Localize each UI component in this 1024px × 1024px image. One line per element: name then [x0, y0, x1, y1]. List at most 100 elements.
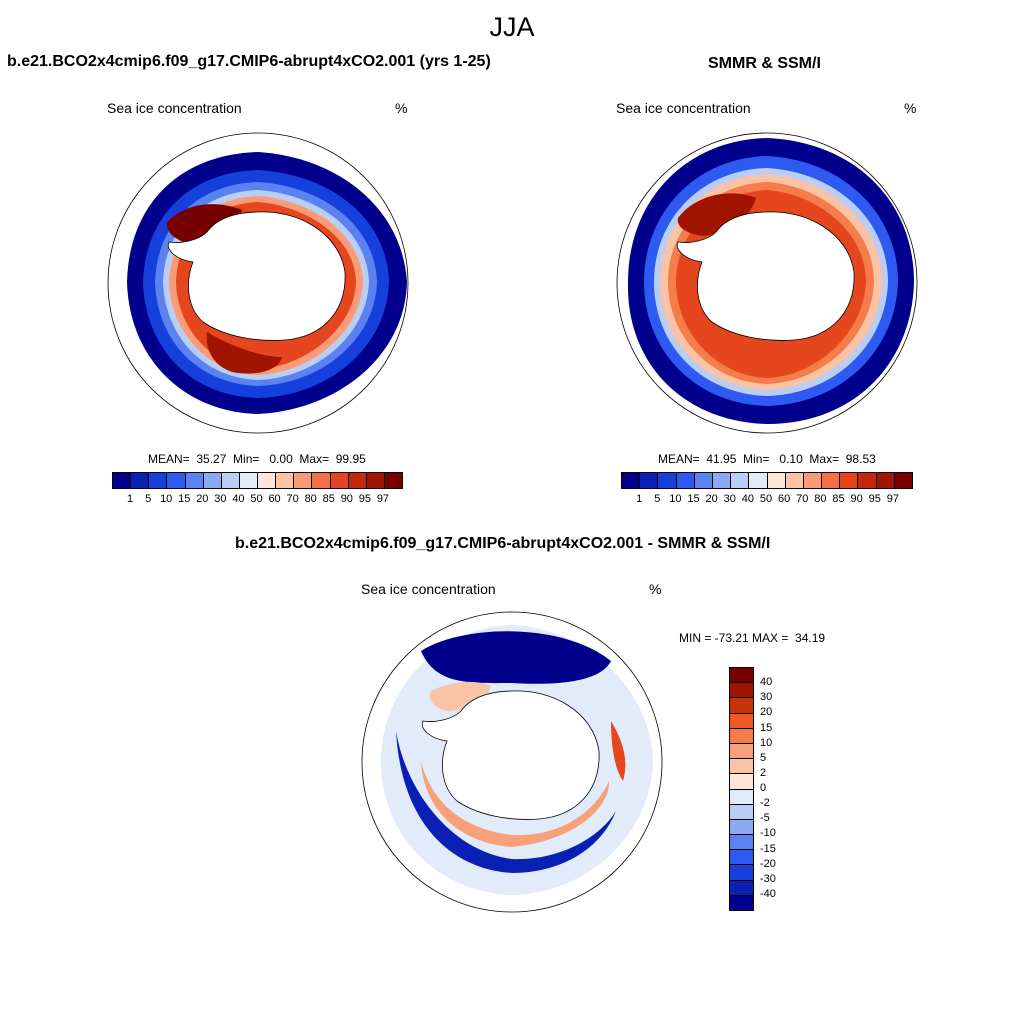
colorbar-tick-label: 70 [286, 493, 299, 505]
colorbar-swatch [730, 804, 753, 820]
colorbar-tick-label: 97 [886, 493, 899, 505]
colorbar-swatch [694, 473, 713, 488]
colorbar-tick-label: 10 [760, 736, 773, 749]
colorbar-swatch [276, 473, 295, 488]
colorbar-tick-label: 90 [340, 493, 353, 505]
stats-model: MEAN= 35.27 Min= 0.00 Max= 99.95 [148, 452, 366, 466]
colorbar-swatch [730, 895, 753, 910]
colorbar-tick-label: 30 [214, 493, 227, 505]
colorbar-swatch [894, 473, 912, 488]
colorbar-swatch [730, 789, 753, 805]
colorbar-tick-label: 80 [814, 493, 827, 505]
colorbar-tick-label: -2 [760, 797, 770, 810]
colorbar-tick-label: 5 [145, 493, 152, 505]
colorbar-swatch [876, 473, 895, 488]
colorbar-tick-label: 10 [669, 493, 682, 505]
units-label-diff: % [649, 581, 662, 597]
colorbar-swatch [113, 473, 132, 488]
colorbar-tick-label: 40 [760, 676, 773, 689]
colorbar-swatch [149, 473, 168, 488]
colorbar-swatch [730, 865, 753, 881]
colorbar-swatch [730, 759, 753, 775]
colorbar-swatch [294, 473, 313, 488]
panel-title-model: b.e21.BCO2x4cmip6.f09_g17.CMIP6-abrupt4x… [7, 53, 491, 70]
colorbar-swatch [858, 473, 877, 488]
variable-label-obs: Sea ice concentration [616, 100, 751, 116]
colorbar-swatch [730, 880, 753, 896]
colorbar-tick-label: -10 [760, 827, 776, 840]
colorbar-swatch [730, 850, 753, 866]
colorbar-swatch [312, 473, 331, 488]
colorbar-tick-label: -15 [760, 842, 776, 855]
colorbar-swatch [622, 473, 641, 488]
colorbar-tick-label: 80 [304, 493, 317, 505]
units-label-obs: % [904, 100, 917, 116]
colorbar-tick-label: 95 [358, 493, 371, 505]
colorbar-swatch [384, 473, 402, 488]
colorbar-tick-label: 1 [636, 493, 643, 505]
colorbar-tick-label: 20 [705, 493, 718, 505]
colorbar-swatch [167, 473, 186, 488]
stats-diff: MIN = -73.21 MAX = 34.19 [679, 631, 826, 645]
colorbar-swatch [840, 473, 859, 488]
colorbar-tick-label: 50 [250, 493, 263, 505]
panel-title-obs: SMMR & SSM/I [708, 55, 821, 72]
figure-title: JJA [489, 12, 535, 42]
units-label-model: % [395, 100, 408, 116]
colorbar-swatch [366, 473, 385, 488]
colorbar-obs [621, 472, 913, 489]
colorbar-swatch [221, 473, 240, 488]
colorbar-tick-label: 20 [196, 493, 209, 505]
colorbar-swatch [239, 473, 258, 488]
colorbar-swatch [640, 473, 659, 488]
colorbar-swatch [785, 473, 804, 488]
colorbar-diff [729, 667, 754, 911]
colorbar-swatch [730, 835, 753, 851]
colorbar-ticks-obs: 1 5 10 15 20 30 40 50 60 70 80 85 90 95 97 [621, 493, 911, 507]
colorbar-tick-label: -30 [760, 872, 776, 885]
colorbar-swatch [730, 668, 753, 684]
colorbar-swatch [658, 473, 677, 488]
colorbar-tick-label: 40 [232, 493, 245, 505]
colorbar-swatch [203, 473, 222, 488]
colorbar-tick-label: 30 [760, 691, 773, 704]
colorbar-tick-label: 40 [741, 493, 754, 505]
colorbar-swatch [730, 728, 753, 744]
polar-map-model [107, 132, 409, 434]
colorbar-swatch [730, 819, 753, 836]
colorbar-tick-label: 15 [687, 493, 700, 505]
colorbar-tick-label: 85 [322, 493, 335, 505]
colorbar-tick-label: 90 [850, 493, 863, 505]
colorbar-tick-label: 15 [178, 493, 191, 505]
colorbar-tick-label: 0 [760, 782, 767, 794]
variable-label-diff: Sea ice concentration [361, 581, 496, 597]
colorbar-tick-label: 10 [160, 493, 173, 505]
colorbar-swatch [731, 473, 750, 488]
colorbar-swatch [258, 473, 277, 488]
colorbar-swatch [749, 473, 768, 488]
colorbar-tick-label: 50 [759, 493, 773, 505]
colorbar-ticks-diff: 40 30 20 15 10 5 2 0 -2 -5 -10 -15 -20 -30 -40 [760, 667, 790, 909]
colorbar-swatch [730, 683, 753, 699]
colorbar-tick-label: 1 [127, 493, 134, 505]
colorbar-swatch [185, 473, 204, 488]
colorbar-swatch [730, 774, 753, 790]
colorbar-tick-label: 97 [376, 493, 390, 505]
polar-map-diff [361, 611, 663, 913]
colorbar-ticks-model: 1 5 10 15 20 30 40 50 60 70 80 85 90 95 97 [112, 493, 401, 507]
stats-obs: MEAN= 41.95 Min= 0.10 Max= 98.53 [658, 452, 876, 466]
variable-label-model: Sea ice concentration [107, 100, 242, 116]
colorbar-tick-label: 2 [760, 766, 767, 779]
colorbar-swatch [767, 473, 786, 488]
colorbar-tick-label: 15 [760, 721, 773, 734]
colorbar-swatch [730, 713, 753, 729]
colorbar-swatch [348, 473, 367, 488]
colorbar-tick-label: -5 [760, 812, 770, 825]
colorbar-tick-label: -40 [760, 887, 776, 900]
colorbar-tick-label: 95 [868, 493, 881, 505]
colorbar-swatch [730, 698, 753, 714]
colorbar-swatch [803, 473, 823, 488]
colorbar-tick-label: -20 [760, 857, 776, 870]
colorbar-tick-label: 60 [268, 493, 281, 505]
colorbar-model [112, 472, 403, 489]
